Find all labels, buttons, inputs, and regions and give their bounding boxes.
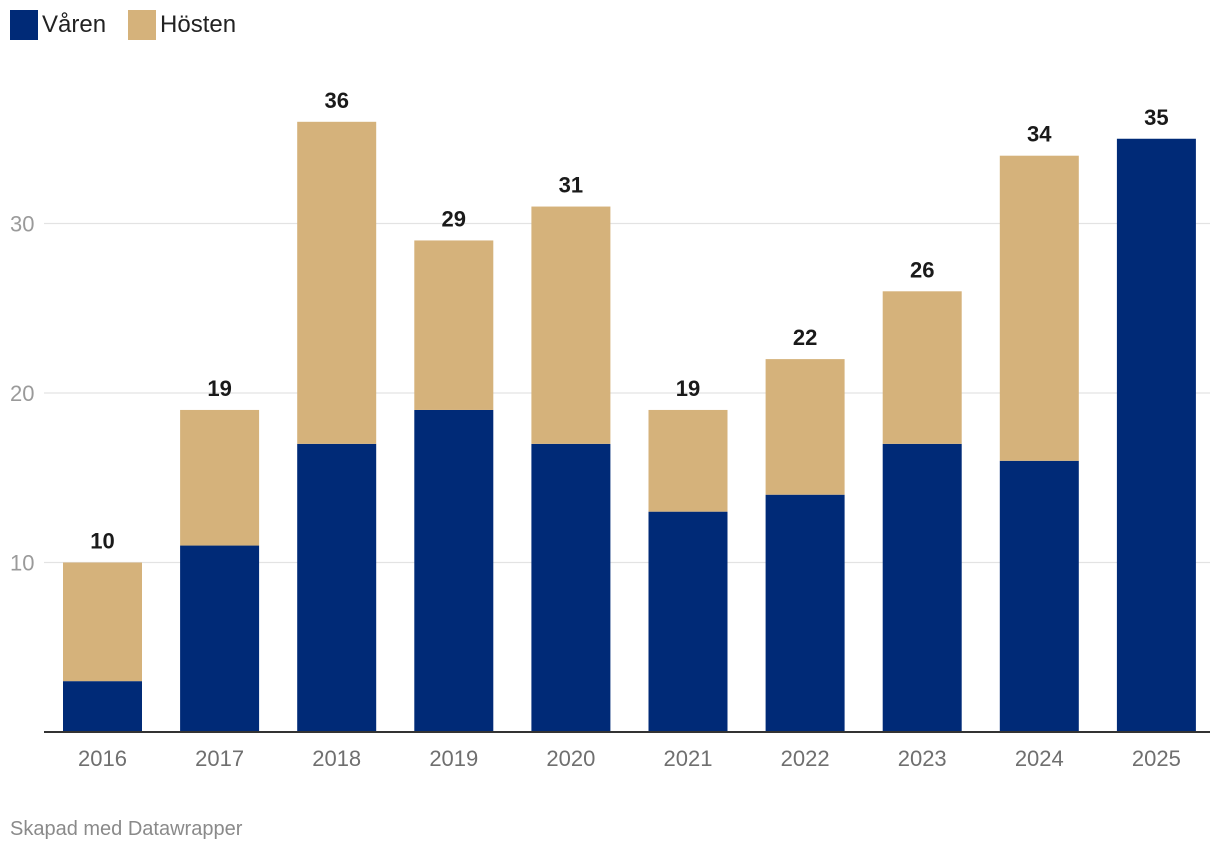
bar-2024-hosten [999,155,1079,461]
bar-2018-varen [297,443,377,732]
legend-swatch-varen [10,10,38,40]
bar-2021-hosten [648,409,728,512]
legend-label-hosten: Hösten [160,11,237,38]
bar-2025-varen [1116,138,1196,732]
y-tick-label-20: 20 [10,381,34,406]
total-label-2023: 26 [910,257,934,282]
total-label-2025: 35 [1144,105,1168,130]
x-tick-label-2020: 2020 [546,746,595,771]
total-label-2024: 34 [1027,122,1052,147]
bar-2024-varen [999,460,1079,732]
bar-2017-hosten [180,409,260,546]
total-label-2019: 29 [442,206,466,231]
legend-item-varen: Våren [10,10,106,40]
x-tick-label-2018: 2018 [312,746,361,771]
bar-2023-hosten [882,291,962,444]
bar-2016-hosten [63,562,142,682]
bar-2023-varen [882,443,962,732]
bar-2022-varen [765,494,845,732]
x-tick-label-2024: 2024 [1015,746,1064,771]
total-label-2017: 19 [207,376,231,401]
x-tick-label-2023: 2023 [898,746,947,771]
bar-2020-hosten [531,206,611,444]
total-label-2022: 22 [793,325,817,350]
bar-2018-hosten [297,121,377,444]
footer-credit: Skapad med Datawrapper [10,818,243,840]
bar-2017-varen [180,545,260,732]
total-label-2021: 19 [676,376,700,401]
x-tick-label-2022: 2022 [781,746,830,771]
y-tick-label-30: 30 [10,212,34,237]
x-tick-label-2021: 2021 [664,746,713,771]
legend-label-varen: Våren [42,11,107,38]
legend: Våren Hösten [10,10,246,40]
bar-2020-varen [531,443,611,732]
total-label-2020: 31 [559,173,583,198]
legend-item-hosten: Hösten [128,10,236,40]
x-tick-label-2019: 2019 [429,746,478,771]
bar-2019-hosten [414,240,494,410]
bar-2016-varen [63,681,142,732]
legend-swatch-hosten [128,10,157,40]
x-tick-label-2017: 2017 [195,746,244,771]
total-label-2018: 36 [324,88,348,113]
total-label-2016: 10 [90,529,114,554]
bar-2021-varen [648,511,728,732]
bar-2019-varen [414,409,494,732]
x-tick-label-2025: 2025 [1132,746,1181,771]
bar-2022-hosten [765,359,845,495]
x-tick-label-2016: 2016 [78,746,127,771]
y-tick-label-10: 10 [10,551,34,576]
